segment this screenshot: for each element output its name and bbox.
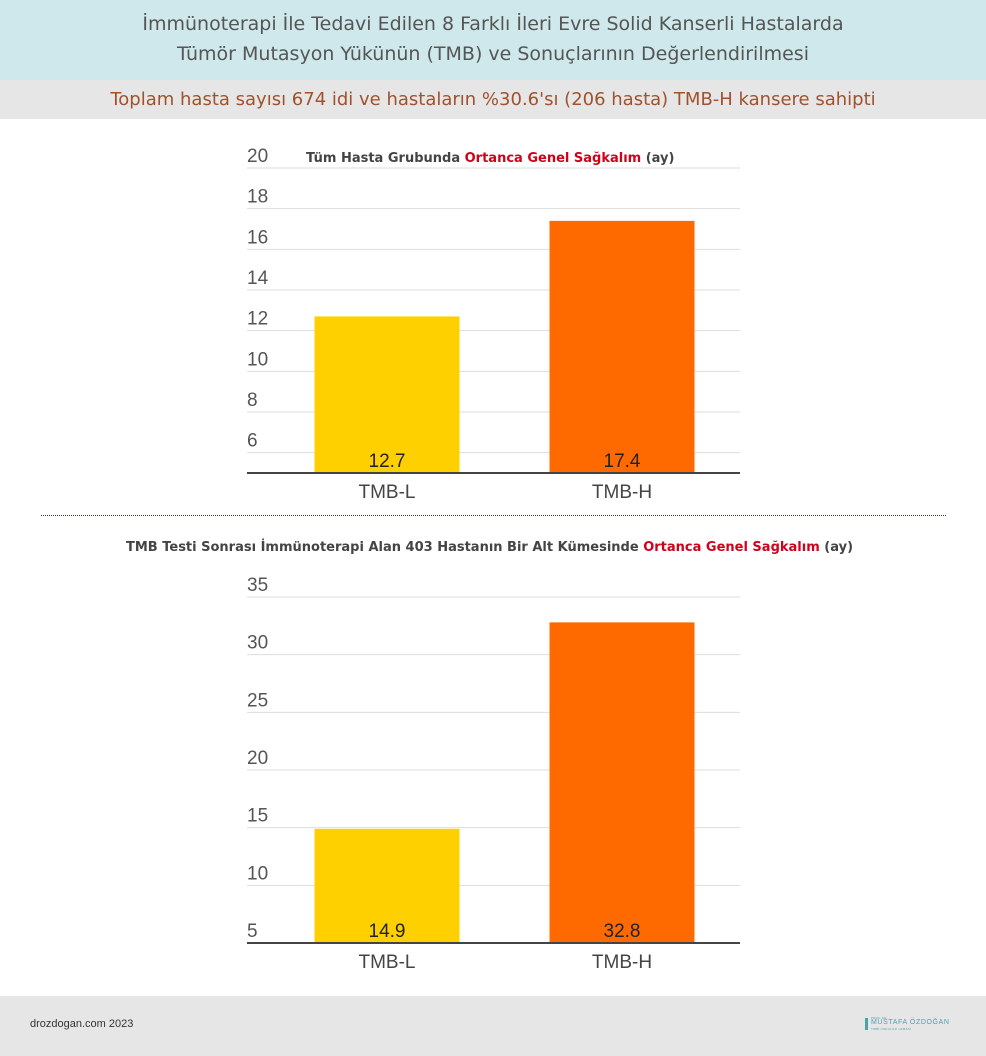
footer-site-text: drozdogan.com 2023 bbox=[30, 1018, 134, 1030]
footer: drozdogan.com 2023 PROF. DR. MUSTAFA ÖZD… bbox=[0, 996, 986, 1056]
chart2-title-suffix: (ay) bbox=[819, 540, 854, 555]
chart1-data-label: 12.7 bbox=[369, 451, 406, 472]
chart2-category-label: TMB-H bbox=[592, 952, 652, 973]
section-divider bbox=[41, 515, 946, 516]
chart2-ytick-label: 15 bbox=[247, 806, 268, 827]
chart1-data-label: 17.4 bbox=[604, 451, 641, 472]
chart1-ytick-label: 20 bbox=[247, 146, 268, 167]
chart1-ytick-label: 6 bbox=[247, 431, 258, 452]
chart2-title-highlight: Ortanca Genel Sağkalım bbox=[643, 540, 820, 555]
chart1-ytick-label: 8 bbox=[247, 390, 258, 411]
chart1-title: Tüm Hasta Grubunda Ortanca Genel Sağkalı… bbox=[306, 151, 674, 166]
chart1-title-prefix: Tüm Hasta Grubunda bbox=[306, 151, 465, 166]
logo-bar-icon bbox=[865, 1018, 868, 1030]
chart1-ytick-label: 10 bbox=[247, 349, 268, 370]
chart1-bar-tmb-l bbox=[314, 316, 460, 473]
chart1-ytick-label: 12 bbox=[247, 309, 268, 330]
chart1-ytick-label: 14 bbox=[247, 268, 269, 289]
chart2-data-label: 32.8 bbox=[604, 921, 641, 942]
logo-name: MUSTAFA ÖZDOĞAN bbox=[871, 1019, 950, 1026]
chart2-title-prefix: TMB Testi Sonrası İmmünoterapi Alan 403 … bbox=[126, 540, 644, 555]
header-title-line2: Tümör Mutasyon Yükünün (TMB) ve Sonuçlar… bbox=[177, 43, 809, 65]
header-banner: İmmünoterapi İle Tedavi Edilen 8 Farklı … bbox=[0, 0, 986, 80]
chart2-title: TMB Testi Sonrası İmmünoterapi Alan 403 … bbox=[126, 540, 853, 555]
chart2-ytick-label: 5 bbox=[247, 921, 258, 942]
chart2-svg: 5 10 15 20 25 30 35 14.9 TMB-L 32.8 TMB-H bbox=[247, 575, 740, 973]
header-title-line1: İmmünoterapi İle Tedavi Edilen 8 Farklı … bbox=[142, 13, 844, 35]
chart1-svg: 6 8 10 12 14 16 18 20 12.7 TMB-L 17.4 TMB-H bbox=[247, 146, 740, 503]
chart1-category-label: TMB-L bbox=[359, 482, 416, 503]
chart2-ytick-label: 10 bbox=[247, 863, 268, 884]
chart2-ytick-label: 30 bbox=[247, 633, 268, 654]
author-logo: PROF. DR. MUSTAFA ÖZDOĞAN TIBBİ ONKOLOJİ… bbox=[865, 1016, 960, 1036]
logo-subtitle: TIBBİ ONKOLOJİ UZMANI bbox=[871, 1027, 912, 1031]
chart1-title-suffix: (ay) bbox=[641, 151, 675, 166]
chart2-data-label: 14.9 bbox=[369, 921, 406, 942]
chart2-category-label: TMB-L bbox=[359, 952, 416, 973]
logo-title: PROF. DR. bbox=[871, 1016, 888, 1020]
subheader-summary: Toplam hasta sayısı 674 idi ve hastaları… bbox=[0, 80, 986, 119]
chart2-bar-tmb-h bbox=[549, 622, 695, 943]
chart1-title-highlight: Ortanca Genel Sağkalım bbox=[464, 151, 642, 166]
chart2-ytick-label: 35 bbox=[247, 575, 268, 596]
chart1-ytick-label: 16 bbox=[247, 227, 268, 248]
chart2-ytick-label: 25 bbox=[247, 690, 268, 711]
chart1-ytick-label: 18 bbox=[247, 187, 268, 208]
chart2-ytick-label: 20 bbox=[247, 748, 268, 769]
chart1-category-label: TMB-H bbox=[592, 482, 652, 503]
chart1-bar-tmb-h bbox=[549, 220, 695, 473]
chart2-bar-tmb-l bbox=[314, 828, 460, 943]
